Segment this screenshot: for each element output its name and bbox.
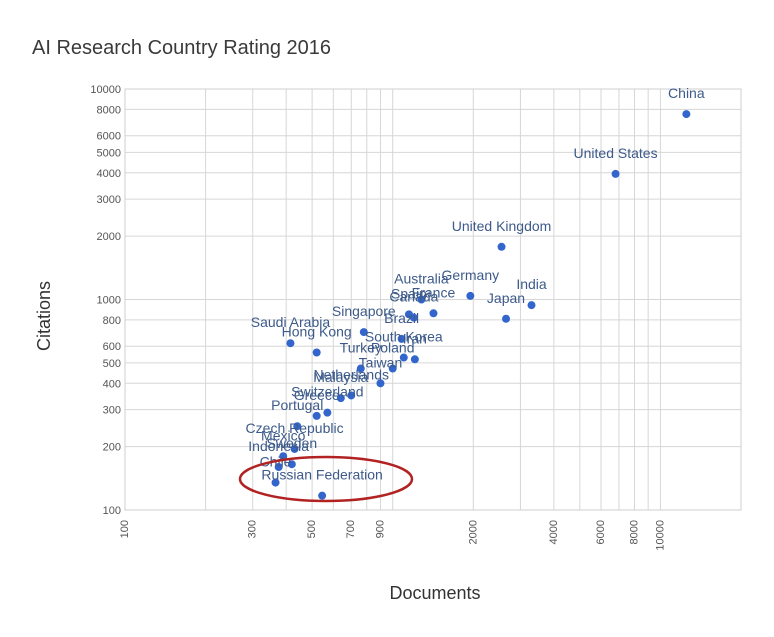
y-tick-label: 100 — [103, 505, 121, 517]
chart-title: AI Research Country Rating 2016 — [32, 37, 331, 59]
x-tick-label: 2000 — [467, 520, 479, 544]
data-label: Taiwan — [359, 354, 403, 370]
data-label: United Kingdom — [452, 218, 552, 234]
plot-frame — [124, 88, 742, 511]
data-point — [410, 355, 419, 364]
data-point — [356, 364, 365, 373]
data-point — [347, 391, 356, 400]
x-tick-label: 8000 — [628, 520, 640, 544]
y-tick-label: 400 — [103, 378, 121, 390]
y-tick-label: 10000 — [90, 84, 121, 96]
x-tick-label: 300 — [247, 520, 259, 538]
grid — [124, 88, 742, 511]
data-point — [287, 460, 296, 469]
y-tick-label: 300 — [103, 405, 121, 417]
data-label: Singapore — [332, 303, 396, 319]
x-tick-label: 4000 — [548, 520, 560, 544]
y-axis-title: Citations — [34, 281, 54, 351]
data-label: France — [412, 284, 456, 300]
data-label: Germany — [442, 267, 500, 283]
x-axis-title: Documents — [389, 583, 480, 603]
data-label: Sweden — [267, 435, 318, 451]
data-label: Spain — [391, 285, 427, 301]
data-label: Japan — [487, 290, 525, 306]
data-point — [399, 353, 408, 362]
data-point — [466, 291, 475, 300]
data-point — [318, 491, 327, 500]
data-point — [312, 348, 321, 357]
x-tick-label: 700 — [345, 520, 357, 538]
data-point — [397, 334, 406, 343]
data-label: Brazil — [384, 310, 419, 326]
data-point — [611, 169, 620, 178]
y-tick-label: 1000 — [97, 295, 121, 307]
data-point — [323, 408, 332, 417]
data-point — [682, 110, 691, 119]
data-label: Canada — [389, 289, 438, 305]
data-point — [497, 242, 506, 251]
y-tick-label: 4000 — [97, 168, 121, 180]
x-tick-label: 100 — [119, 520, 131, 538]
data-label: Poland — [371, 340, 415, 356]
data-label: Saudi Arabia — [251, 314, 331, 330]
y-tick-label: 200 — [103, 442, 121, 454]
highlight-ellipse — [238, 455, 414, 503]
data-point — [279, 452, 288, 461]
data-point — [312, 411, 321, 420]
data-label: Czech Republic — [246, 420, 344, 436]
data-label: Malaysia — [313, 369, 368, 385]
data-point — [293, 422, 302, 431]
data-point — [409, 313, 418, 322]
data-point — [527, 301, 536, 310]
data-point — [376, 379, 385, 388]
data-label: Iran — [403, 330, 427, 346]
data-label: Mexico — [261, 427, 306, 443]
data-label: South Korea — [365, 329, 443, 345]
data-labels: China United States United Kingdom IndiaJap… — [246, 85, 705, 483]
data-label: Russian Federation — [261, 467, 382, 483]
data-label: Switzerland — [291, 384, 363, 400]
data-label: Netherlands — [313, 366, 389, 382]
data-label: Hong Kong — [282, 324, 352, 340]
data-label: Greece — [294, 387, 340, 403]
data-label: Australia — [394, 271, 449, 287]
data-point — [388, 364, 397, 373]
data-label: Turkey — [340, 340, 382, 356]
data-point — [290, 444, 299, 453]
x-axis-ticks: 100 300 500 700 900 2000 4000 6000 8000 10000 — [119, 520, 666, 551]
data-point — [271, 478, 280, 487]
data-point — [429, 309, 438, 318]
y-axis-ticks: 100 200 300 400 500 600 800 1000 2000 3000 4000 500… — [90, 84, 121, 517]
data-label: Indonesia — [248, 438, 309, 454]
y-tick-label: 3000 — [97, 194, 121, 206]
x-tick-label: 6000 — [595, 520, 607, 544]
data-points — [271, 110, 691, 500]
x-tick-label: 10000 — [654, 520, 666, 551]
x-tick-label: 500 — [306, 520, 318, 538]
y-tick-label: 600 — [103, 341, 121, 353]
data-point — [274, 463, 283, 472]
data-label: Portugal — [271, 397, 323, 413]
data-point — [417, 295, 426, 304]
y-tick-label: 6000 — [97, 131, 121, 143]
y-tick-label: 8000 — [97, 104, 121, 116]
data-label: China — [668, 85, 705, 101]
y-tick-label: 5000 — [97, 147, 121, 159]
data-point — [336, 394, 345, 403]
data-label: United States — [574, 145, 658, 161]
data-label: India — [516, 276, 547, 292]
y-tick-label: 500 — [103, 358, 121, 370]
x-tick-label: 900 — [374, 520, 386, 538]
y-tick-label: 800 — [103, 315, 121, 327]
y-tick-label: 2000 — [97, 231, 121, 243]
data-point — [502, 314, 511, 323]
data-point — [286, 339, 295, 348]
data-point — [359, 328, 368, 337]
